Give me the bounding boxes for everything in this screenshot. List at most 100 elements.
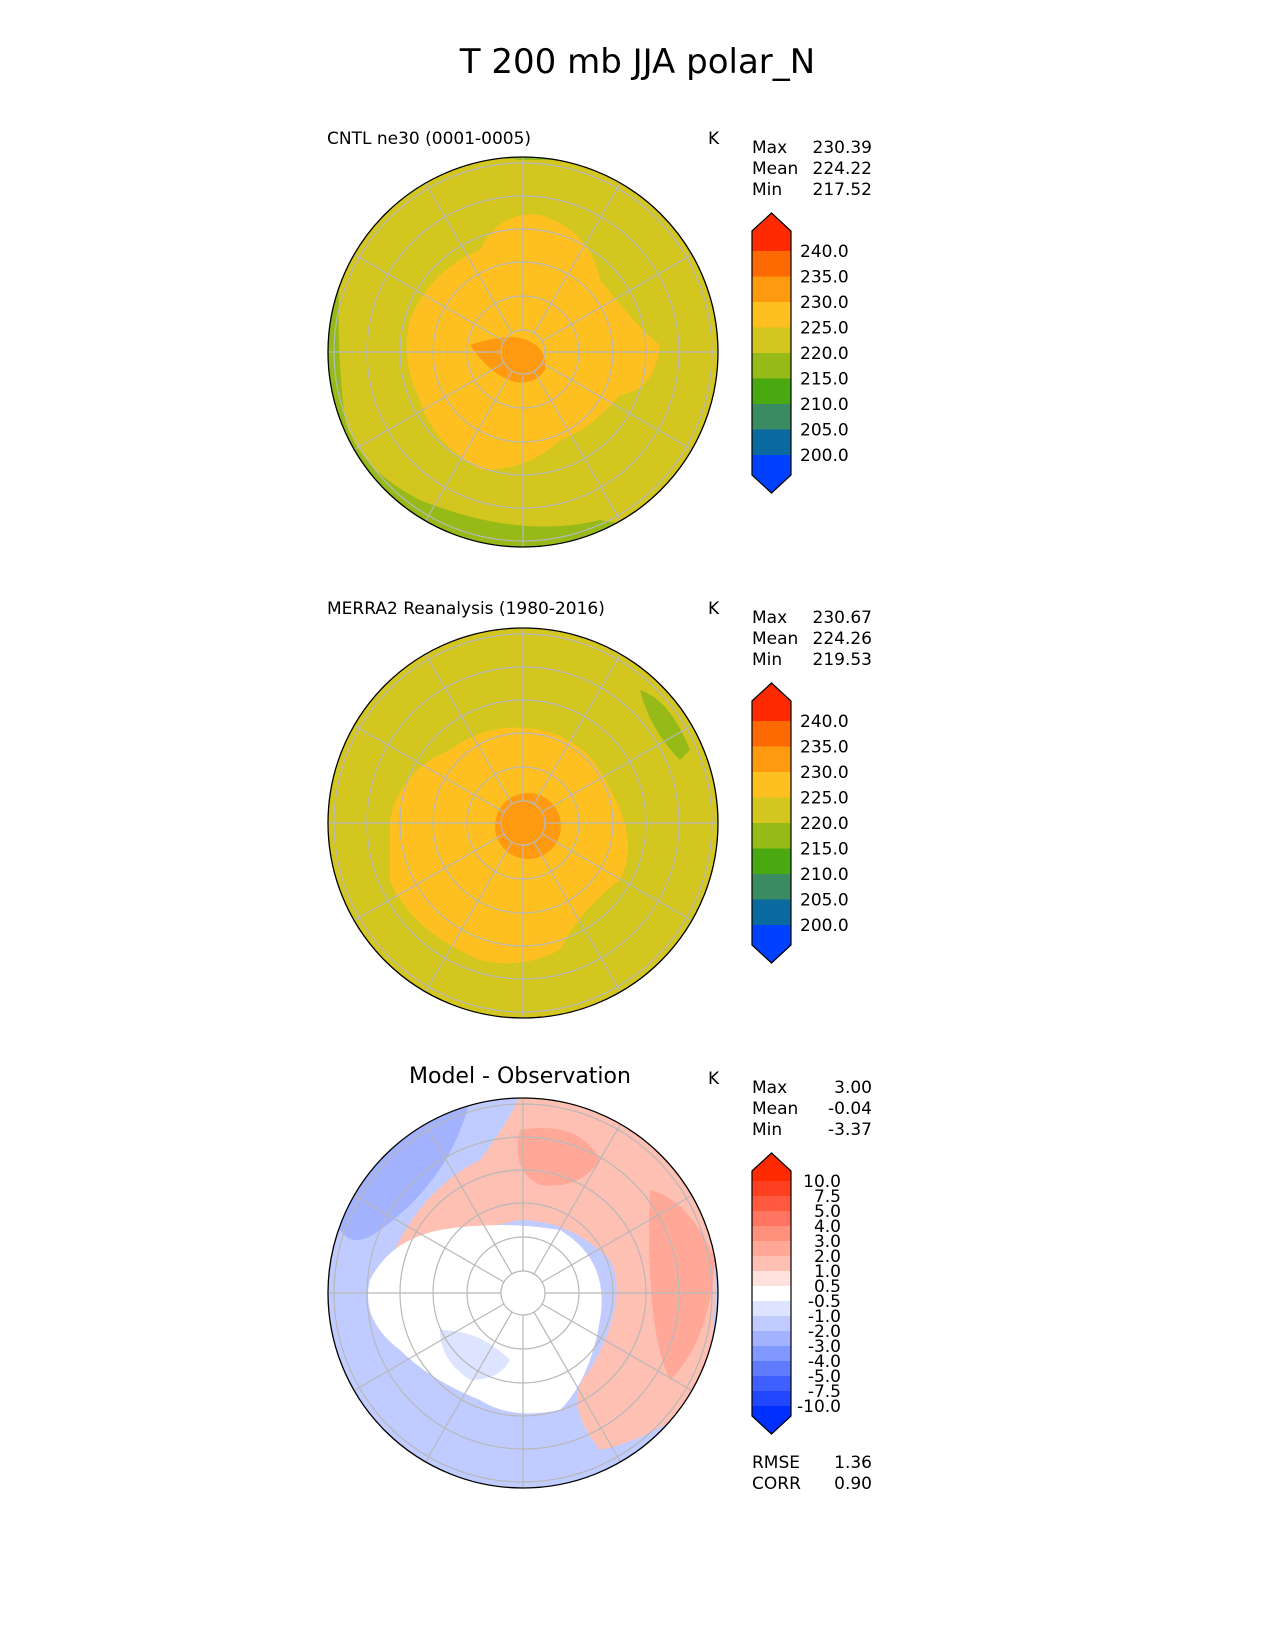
colorbar-tick-label: 225.0 [800, 319, 849, 339]
longitude-gridline [424, 370, 513, 522]
longitude-gridline [424, 1123, 513, 1275]
colorbar-tick-label: -10.0 [797, 1397, 841, 1417]
colorbar-tick-label: 205.0 [800, 891, 849, 911]
panel2-title: MERRA2 Reanalysis (1980-2016) [327, 599, 605, 619]
longitude-gridline [541, 1303, 693, 1392]
colorbar-segment [752, 746, 791, 772]
colorbar-segment [752, 455, 791, 493]
colorbar-tick-label: -7.5 [808, 1382, 841, 1402]
figure-title: T 200 mb JJA polar_N [459, 42, 816, 82]
panel3-units: K [708, 1069, 720, 1089]
colorbar-segment [752, 683, 791, 721]
colorbar-segment [752, 1226, 791, 1241]
longitude-gridline [353, 1194, 505, 1283]
colorbar-segment [752, 1391, 791, 1406]
longitude-gridline [424, 182, 513, 334]
panel2-units: K [708, 599, 720, 619]
colorbar-segment [752, 823, 791, 849]
colorbar-segment [752, 404, 791, 430]
colorbar-tick-label: 200.0 [800, 446, 849, 466]
colorbar-tick-label: 230.0 [800, 763, 849, 783]
panel2-map [328, 628, 718, 1018]
colorbar-segment [752, 327, 791, 353]
colorbar-tick-label: 235.0 [800, 268, 849, 288]
longitude-gridline [353, 724, 505, 813]
panel3-map [328, 1098, 718, 1488]
colorbar-segment [752, 721, 791, 747]
colorbar-tick-label: 10.0 [803, 1172, 841, 1192]
colorbar-segment [752, 772, 791, 798]
colorbar-segment [752, 1241, 791, 1256]
panel2-stats: Max 230.67 Mean 224.26 Min 219.53 [752, 608, 872, 670]
colorbar-segment [752, 276, 791, 302]
longitude-gridline [533, 653, 622, 805]
colorbar-segment [752, 1181, 791, 1196]
colorbar-tick-label: -0.5 [808, 1292, 841, 1312]
colorbar-segment [752, 899, 791, 925]
colorbar-segment [752, 925, 791, 963]
colorbar-tick-label: -4.0 [808, 1352, 841, 1372]
colorbar-segment [752, 1211, 791, 1226]
longitude-gridline [541, 253, 693, 342]
longitude-gridline [353, 833, 505, 922]
colorbar-segment [752, 848, 791, 874]
colorbar-segment [752, 1406, 791, 1434]
colorbar-segment [752, 1361, 791, 1376]
colorbar-segment [752, 213, 791, 251]
panel3-metrics: RMSE 1.36 CORR 0.90 [752, 1453, 872, 1494]
colorbar-tick-label: 2.0 [814, 1247, 841, 1267]
panel3-title: Model - Observation [409, 1064, 631, 1089]
colorbar-tick-label: 220.0 [800, 814, 849, 834]
colorbar-tick-label: 200.0 [800, 916, 849, 936]
longitude-gridline [424, 653, 513, 805]
colorbar-segment [752, 1271, 791, 1286]
longitude-gridline [541, 724, 693, 813]
colorbar-tick-label: 1.0 [814, 1262, 841, 1282]
colorbar-tick-label: 215.0 [800, 370, 849, 390]
colorbar-tick-label: 5.0 [814, 1202, 841, 1222]
map-boundary [327, 156, 719, 548]
colorbar-tick-label: 240.0 [800, 712, 849, 732]
colorbar-tick-label: 235.0 [800, 738, 849, 758]
panel1-title: CNTL ne30 (0001-0005) [327, 129, 532, 149]
colorbar-segment [752, 1153, 791, 1181]
colorbar-segment [752, 353, 791, 379]
panel1-units: K [708, 129, 720, 149]
longitude-gridline [541, 362, 693, 451]
colorbar-tick-label: 7.5 [814, 1187, 841, 1207]
panel1-map [328, 157, 718, 547]
colorbar-tick-label: -2.0 [808, 1322, 841, 1342]
map-boundary [327, 627, 719, 1019]
colorbar-segment [752, 429, 791, 455]
longitude-gridline [353, 253, 505, 342]
colorbar-segment [752, 1286, 791, 1301]
longitude-gridline [541, 833, 693, 922]
colorbar-segment [752, 1256, 791, 1271]
panel1-abs-colorbar: 240.0 235.0 230.0 225.0 220.0 215.0 210.0 205.0… [751, 212, 849, 494]
colorbar-tick-label: 0.5 [814, 1277, 841, 1297]
longitude-gridline [533, 841, 622, 993]
colorbar-tick-label: 3.0 [814, 1232, 841, 1252]
longitude-gridline [424, 1311, 513, 1463]
colorbar-tick-label: -3.0 [808, 1337, 841, 1357]
colorbar-segment [752, 1346, 791, 1361]
colorbar-tick-label: 220.0 [800, 344, 849, 364]
colorbar-segment [752, 302, 791, 328]
panel2-abs-colorbar: 240.0 235.0 230.0 225.0 220.0 215.0 210.0 205.0… [751, 682, 849, 964]
colorbar-tick-label: -1.0 [808, 1307, 841, 1327]
map-boundary [327, 1097, 719, 1489]
longitude-gridline [353, 1303, 505, 1392]
colorbar-segment [752, 797, 791, 823]
colorbar-segment [752, 1196, 791, 1211]
colorbar-tick-label: 230.0 [800, 293, 849, 313]
longitude-gridline [541, 1194, 693, 1283]
longitude-gridline [533, 182, 622, 334]
colorbar-tick-label: 4.0 [814, 1217, 841, 1237]
colorbar-tick-label: 210.0 [800, 865, 849, 885]
colorbar-tick-label: 205.0 [800, 421, 849, 441]
colorbar-tick-label: 240.0 [800, 242, 849, 262]
colorbar-segment [752, 1301, 791, 1316]
colorbar-segment [752, 1331, 791, 1346]
diff-colorbar: 10.07.55.04.03.02.01.00.5-0.5-1.0-2.0-3.… [751, 1152, 841, 1435]
